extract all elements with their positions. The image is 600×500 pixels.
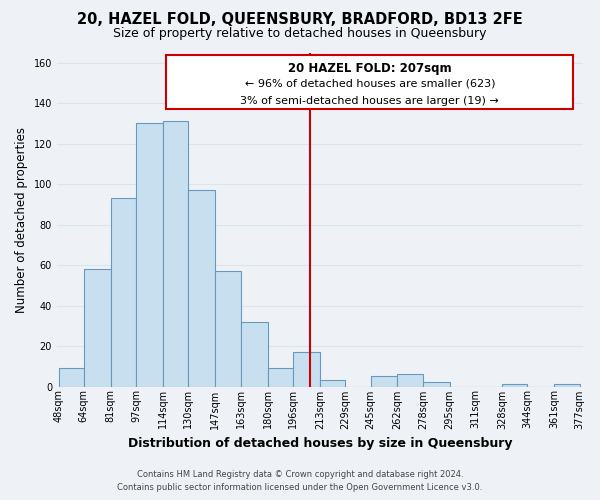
Bar xyxy=(84,269,111,386)
Bar xyxy=(502,384,527,386)
Bar xyxy=(293,352,320,386)
Bar xyxy=(188,190,215,386)
Text: 3% of semi-detached houses are larger (19) →: 3% of semi-detached houses are larger (1… xyxy=(241,96,499,106)
X-axis label: Distribution of detached houses by size in Queensbury: Distribution of detached houses by size … xyxy=(128,437,512,450)
Bar xyxy=(397,374,423,386)
Y-axis label: Number of detached properties: Number of detached properties xyxy=(15,126,28,312)
Text: 20, HAZEL FOLD, QUEENSBURY, BRADFORD, BD13 2FE: 20, HAZEL FOLD, QUEENSBURY, BRADFORD, BD… xyxy=(77,12,523,28)
Bar xyxy=(111,198,136,386)
Text: 20 HAZEL FOLD: 207sqm: 20 HAZEL FOLD: 207sqm xyxy=(288,62,452,74)
Bar xyxy=(59,368,84,386)
Bar xyxy=(554,384,580,386)
Bar xyxy=(423,382,450,386)
Text: Contains HM Land Registry data © Crown copyright and database right 2024.
Contai: Contains HM Land Registry data © Crown c… xyxy=(118,470,482,492)
Bar xyxy=(163,122,188,386)
Bar xyxy=(320,380,345,386)
Bar xyxy=(166,54,573,109)
Text: Size of property relative to detached houses in Queensbury: Size of property relative to detached ho… xyxy=(113,28,487,40)
Bar xyxy=(371,376,397,386)
Bar xyxy=(215,271,241,386)
Bar xyxy=(136,124,163,386)
Text: ← 96% of detached houses are smaller (623): ← 96% of detached houses are smaller (62… xyxy=(245,79,495,89)
Bar xyxy=(268,368,293,386)
Bar xyxy=(241,322,268,386)
